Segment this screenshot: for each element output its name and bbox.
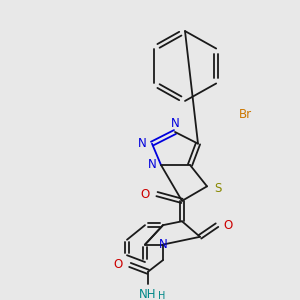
Text: NH: NH [139, 288, 157, 300]
Text: N: N [148, 158, 156, 172]
Text: Br: Br [238, 108, 252, 121]
Text: H: H [158, 291, 166, 300]
Text: N: N [138, 137, 146, 150]
Text: N: N [171, 117, 179, 130]
Text: N: N [159, 238, 167, 251]
Text: O: O [140, 188, 150, 201]
Text: O: O [224, 219, 232, 232]
Text: S: S [214, 182, 222, 195]
Text: O: O [113, 258, 123, 272]
